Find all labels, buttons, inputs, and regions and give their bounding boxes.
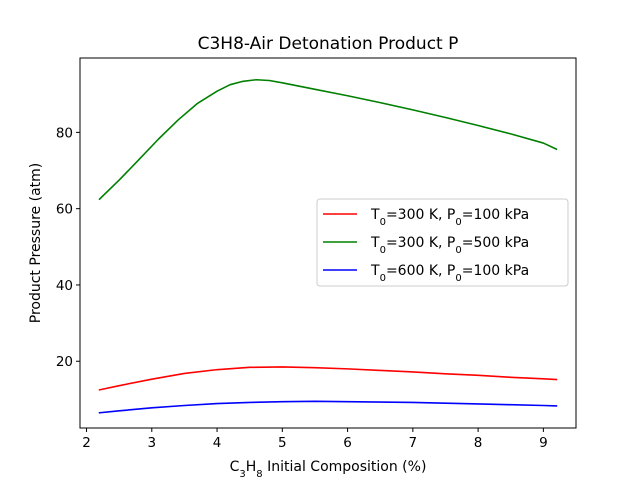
x-axis-label: C3H8 Initial Composition (%) <box>230 459 427 480</box>
x-tick-label: 2 <box>82 435 91 451</box>
x-tick-label: 5 <box>278 435 287 451</box>
y-axis-label: Product Pressure (atm) <box>28 163 44 323</box>
y-tick-label: 60 <box>56 202 73 218</box>
x-tick-label: 7 <box>409 435 418 451</box>
x-tick-label: 4 <box>213 435 222 451</box>
y-tick-label: 20 <box>56 354 73 370</box>
x-tick-label: 3 <box>147 435 156 451</box>
legend-label-3: T0=600 K, P0=100 kPa <box>370 263 529 284</box>
series-line-3 <box>98 400 558 414</box>
series-line-2 <box>98 78 558 201</box>
legend-box <box>316 198 569 287</box>
legend-label-1: T0=300 K, P0=100 kPa <box>370 207 529 228</box>
y-tick-label: 80 <box>56 125 73 141</box>
y-axis-ticks: 20 40 60 80 <box>56 125 80 370</box>
series-layer <box>98 78 558 414</box>
legend: T0=300 K, P0=100 kPa T0=300 K, P0=500 kPa… <box>316 198 569 287</box>
x-tick-label: 9 <box>539 435 548 451</box>
x-axis-ticks: 2 3 4 5 6 7 8 9 <box>82 428 548 451</box>
series-line-1 <box>98 366 558 391</box>
legend-label-2: T0=300 K, P0=500 kPa <box>370 235 529 256</box>
y-tick-label: 40 <box>56 278 73 294</box>
x-tick-label: 8 <box>474 435 483 451</box>
x-tick-label: 6 <box>343 435 352 451</box>
chart-title: C3H8-Air Detonation Product P <box>198 34 459 54</box>
